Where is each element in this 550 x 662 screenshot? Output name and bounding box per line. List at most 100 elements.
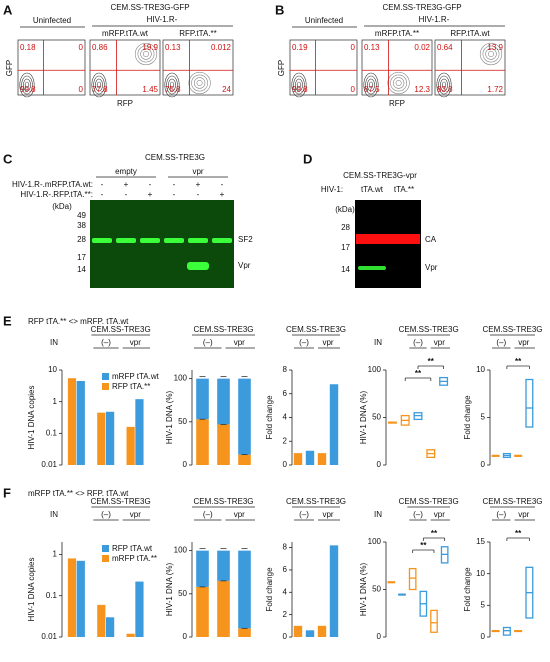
axis-label: RFP: [117, 99, 133, 108]
quadrant-value: 87.5: [364, 85, 380, 94]
flow-plot: [17, 39, 86, 96]
sig-label: **: [415, 369, 422, 378]
quadrant-value: 75.8: [165, 85, 181, 94]
lane-label: tTA.**: [394, 185, 414, 194]
quadrant-value: 24: [222, 85, 231, 94]
lane-sign: -: [101, 190, 104, 199]
panel-label: D: [303, 151, 312, 166]
bar: [305, 450, 315, 465]
condition-label: vpr: [518, 338, 529, 347]
band-label: Vpr: [425, 263, 438, 272]
lane-sign: -: [197, 190, 200, 199]
group-label: Uninfected: [305, 16, 343, 25]
panel-label: A: [3, 2, 13, 17]
quadrant-value: 0: [79, 85, 84, 94]
group-label: vpr: [192, 167, 203, 176]
bar-segment: [238, 550, 251, 629]
bar: [293, 625, 303, 637]
y-tick-label: 10: [48, 365, 57, 374]
bar-segment: [238, 454, 251, 465]
y-tick-label: 100: [368, 365, 382, 374]
y-tick-label: 100: [174, 374, 188, 383]
y-tick-label: 5: [481, 413, 486, 422]
legend-swatch: [102, 383, 109, 390]
kda-value: 28: [341, 223, 350, 232]
y-tick-label: 50: [178, 589, 187, 598]
condition-label: vpr: [234, 510, 245, 519]
quadrant-value: 99.8: [292, 85, 308, 94]
axis-label: GFP: [277, 60, 286, 76]
sig-label: **: [515, 529, 522, 538]
y-tick-label: 0: [183, 460, 188, 469]
lane-sign: -: [125, 190, 128, 199]
quadrant-value: 0.13: [165, 43, 181, 52]
contour: [367, 78, 375, 92]
sig-label: **: [428, 357, 435, 366]
condition-label: (–): [413, 338, 423, 347]
contour: [291, 72, 307, 98]
cell-label: CEM.SS-TRE3G: [482, 497, 542, 506]
quadrant-value: 99.8: [20, 85, 36, 94]
lane-label: tTA.wt: [361, 185, 384, 194]
legend-label: mRFP tTA.**: [112, 554, 157, 563]
lane-sign: +: [220, 190, 225, 199]
y-tick-label: 0.01: [41, 632, 57, 641]
kda-value: 17: [341, 243, 350, 252]
bar: [329, 384, 339, 465]
axis-label: RFP: [389, 99, 405, 108]
quadrant-value: 12.3: [414, 85, 430, 94]
y-tick-label: 0: [283, 632, 288, 641]
bar-segment: [196, 586, 209, 637]
condition-label: (–): [101, 510, 111, 519]
quadrant-value: 83.8: [437, 85, 453, 94]
y-axis-label: Fold change: [463, 395, 472, 440]
group-label: HIV-1.R-: [147, 15, 178, 24]
band-label: SF2: [238, 235, 253, 244]
contour: [193, 77, 206, 89]
contour: [293, 75, 305, 95]
y-tick-label: 8: [283, 365, 288, 374]
panel-label: C: [3, 151, 13, 166]
y-tick-label: 0.1: [46, 428, 58, 437]
panel-title: CEM.SS-TRE3G-GFP: [382, 3, 461, 12]
cell-label: CEM.SS-TRE3G: [193, 497, 253, 506]
panel-label: E: [3, 313, 12, 328]
kda-value: 14: [77, 265, 86, 274]
band: [164, 238, 184, 243]
y-tick-label: 50: [372, 585, 381, 594]
contour: [91, 72, 107, 98]
sample-label: RFP.tTA.wt: [450, 29, 490, 38]
y-tick-label: 0: [183, 632, 188, 641]
kda-value: 49: [77, 211, 86, 220]
condition-label: vpr: [130, 338, 141, 347]
quadrant-value: 19.9: [142, 43, 158, 52]
bar: [126, 633, 135, 637]
bar: [76, 560, 85, 637]
y-tick-label: 0.1: [46, 591, 58, 600]
bar: [67, 378, 77, 465]
y-tick-label: 0.01: [41, 460, 57, 469]
kda-label: (kDa): [52, 202, 72, 211]
y-tick-label: 15: [476, 537, 485, 546]
quadrant-value: 1.72: [487, 85, 503, 94]
contour: [441, 81, 447, 89]
bar-segment: [217, 580, 230, 637]
y-axis-label: HIV-1 DNA copies: [27, 557, 36, 621]
quadrant-value: 0.64: [437, 43, 453, 52]
quadrant-value: 0.13: [364, 43, 380, 52]
in-label: IN: [50, 510, 58, 519]
lane-sign: -: [149, 180, 152, 189]
flow-plot: [162, 39, 234, 96]
contour: [143, 50, 150, 57]
contour: [390, 74, 408, 92]
cell-label: CEM.SS-TRE3G: [399, 325, 459, 334]
lane-sign: -: [173, 180, 176, 189]
legend-swatch: [102, 373, 109, 380]
quadrant-value: 0.19: [292, 43, 308, 52]
condition-label: (–): [299, 338, 309, 347]
band: [187, 262, 209, 270]
contour: [21, 75, 33, 95]
bar: [317, 625, 327, 637]
cell-label: CEM.SS-TRE3G: [482, 325, 542, 334]
quadrant-value: 0: [351, 85, 356, 94]
